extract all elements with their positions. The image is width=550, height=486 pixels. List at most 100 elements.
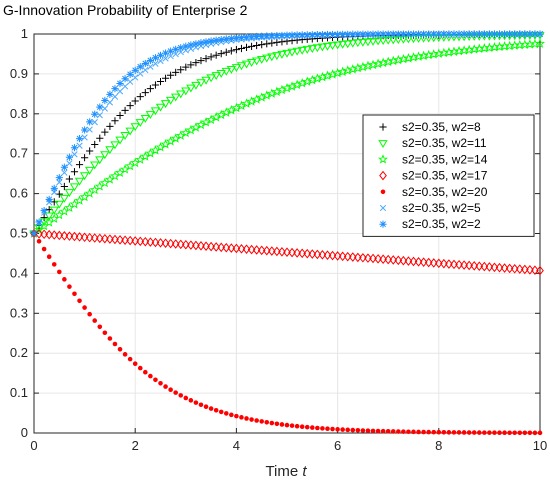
series-0-point-24 xyxy=(151,81,160,89)
series-4-point-12 xyxy=(92,318,98,323)
series-1-point-51 xyxy=(287,48,297,57)
series-6-point-48 xyxy=(273,31,281,40)
series-6-point-91 xyxy=(490,30,499,38)
legend-marker-3 xyxy=(379,170,387,181)
series-1-point-44 xyxy=(251,57,262,66)
series-6-point-74 xyxy=(404,30,413,38)
series-1-point-35 xyxy=(206,74,216,83)
series-1-point-21 xyxy=(135,119,145,127)
series-4-point-53 xyxy=(299,424,305,430)
series-6-point-73 xyxy=(399,30,407,38)
series-3-point-14 xyxy=(100,233,109,244)
series-3-point-23 xyxy=(146,237,155,247)
series-4-point-70 xyxy=(385,429,391,434)
series-6-point-9 xyxy=(75,134,84,143)
series-1-point-33 xyxy=(196,79,206,88)
series-4-point-44 xyxy=(254,418,259,423)
series-1-point-55 xyxy=(307,45,317,53)
series-3-point-60 xyxy=(333,251,342,261)
series-6-point-36 xyxy=(212,36,220,44)
series-2-point-88 xyxy=(474,43,485,54)
series-4-point-55 xyxy=(310,425,315,430)
series-6-point-68 xyxy=(374,30,382,38)
series-1-point-28 xyxy=(171,93,181,102)
x-tick-label-0: 0 xyxy=(30,438,37,453)
series-0-point-7 xyxy=(65,175,74,183)
series-6-point-98 xyxy=(526,30,534,38)
series-3-point-44 xyxy=(252,245,261,255)
series-5-point-8 xyxy=(71,151,78,158)
legend-marker-0 xyxy=(379,123,387,131)
series-1-point-47 xyxy=(267,53,277,62)
series-5-point-28 xyxy=(172,50,179,58)
series-6-point-8 xyxy=(70,144,79,152)
series-4-point-87 xyxy=(471,430,477,435)
series-3-point-55 xyxy=(308,249,317,259)
series-3-point-35 xyxy=(207,241,215,252)
series-3-point-51 xyxy=(288,247,296,258)
series-4-point-7 xyxy=(67,284,72,289)
series-6-point-55 xyxy=(308,31,316,39)
series-6-point-39 xyxy=(227,34,235,43)
series-4-point-56 xyxy=(315,425,320,431)
series-0-point-16 xyxy=(111,117,119,125)
series-6-point-37 xyxy=(217,35,225,44)
series-1-point-13 xyxy=(95,156,105,165)
series-5-point-19 xyxy=(126,78,134,85)
legend-marker-1 xyxy=(378,140,388,148)
series-3-point-88 xyxy=(475,261,484,272)
series-1-point-56 xyxy=(312,44,323,53)
series-1-point-41 xyxy=(236,62,247,71)
series-2-point-89 xyxy=(479,43,490,53)
series-4-point-28 xyxy=(173,390,178,395)
series-6-point-54 xyxy=(303,31,311,39)
legend-label-4: s2=0.35, w2=20 xyxy=(402,185,488,199)
series-4-point-34 xyxy=(203,404,209,410)
series-1-point-14 xyxy=(100,151,110,160)
series-3-point-63 xyxy=(348,252,357,262)
series-1-point-24 xyxy=(150,107,161,116)
series-4-point-51 xyxy=(289,423,295,428)
series-3-point-48 xyxy=(273,246,281,257)
series-1-point-40 xyxy=(231,64,242,72)
tick-labels: 0 2 4 6 8 10 0 0.1 0.2 0.3 0.4 0.5 0.6 0.7 0.8 0.9 1 xyxy=(10,26,547,453)
series-2-point-77 xyxy=(418,50,429,61)
series-4-point-31 xyxy=(188,398,194,403)
series-3-point-46 xyxy=(262,245,271,256)
series-1-point-11 xyxy=(84,166,95,175)
series-5-point-21 xyxy=(137,70,144,77)
series-5-point-12 xyxy=(91,119,98,126)
series-3-point-42 xyxy=(242,244,251,255)
series-1-point-64 xyxy=(353,39,363,48)
series-4-point-38 xyxy=(223,411,229,416)
series-4-point-85 xyxy=(461,430,467,435)
series-4-point-20 xyxy=(132,361,138,367)
series-4-point-23 xyxy=(148,373,153,379)
series-3-point-12 xyxy=(90,233,99,243)
series-3-point-31 xyxy=(187,240,195,250)
series-6-point-29 xyxy=(177,44,185,52)
series-3-point-73 xyxy=(399,255,408,266)
series-0-point-18 xyxy=(121,106,129,115)
series-3-point-70 xyxy=(384,254,393,265)
series-3-point-72 xyxy=(394,255,403,266)
series-6-point-66 xyxy=(364,30,372,38)
legend-box xyxy=(362,114,535,237)
series-1-point-19 xyxy=(125,127,135,136)
series-1-point-58 xyxy=(322,42,333,51)
series-6-point-51 xyxy=(288,31,296,39)
series-6-point-75 xyxy=(409,30,418,38)
series-2-point-100 xyxy=(534,38,546,48)
series-6-point-86 xyxy=(465,30,473,38)
series-1-point-49 xyxy=(277,50,287,59)
series-3-point-97 xyxy=(520,264,529,275)
series-1-point-48 xyxy=(272,52,282,60)
series-6-point-70 xyxy=(384,30,392,38)
series-4-point-100 xyxy=(537,430,543,436)
series-4-point-58 xyxy=(325,426,330,432)
series-3-point-64 xyxy=(353,252,362,263)
series-4-point-90 xyxy=(487,430,492,435)
series-4-point-1 xyxy=(36,238,42,244)
series-6-point-2 xyxy=(40,207,48,215)
series-6-point-10 xyxy=(81,126,89,134)
